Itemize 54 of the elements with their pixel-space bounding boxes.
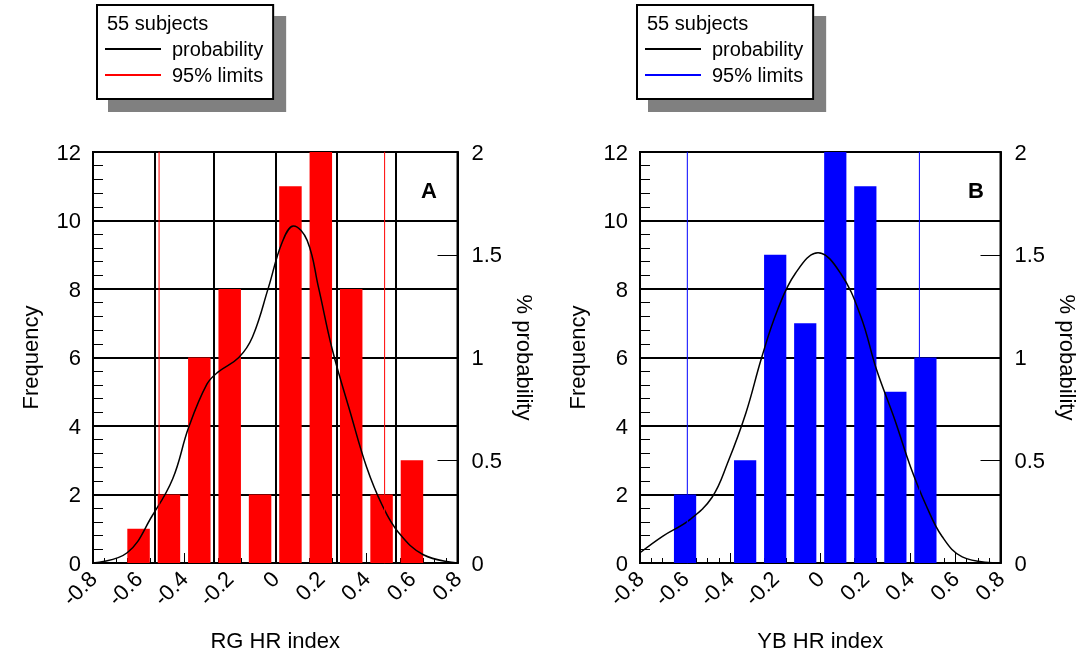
legend-label: probability: [172, 38, 264, 60]
y2-tick-label: 2: [471, 139, 484, 165]
y2-tick-label: 0: [471, 550, 484, 576]
x-tick-label: 0.8: [970, 566, 1010, 606]
x-axis-title: YB HR index: [757, 627, 884, 653]
legend-label: 95% limits: [712, 64, 804, 86]
y2-tick-label: 0.5: [1014, 447, 1046, 473]
y-tick-label: 4: [615, 413, 628, 439]
y-tick-label: 8: [615, 276, 628, 302]
x-tick-label: 0.2: [834, 566, 875, 606]
x-tick-label: 0: [257, 566, 285, 593]
y2-tick-label: 2: [1014, 139, 1027, 165]
y2-tick-label: 1: [1014, 345, 1027, 370]
y-tick-label: 0: [615, 550, 628, 576]
y-tick-label: 10: [56, 208, 81, 233]
x-axis-title: RG HR index: [210, 627, 341, 653]
y-tick-label: 0: [68, 550, 81, 576]
y-tick-label: 12: [603, 139, 628, 165]
y2-tick-label: 1.5: [471, 242, 503, 268]
y-axis-title: Frequency: [564, 305, 590, 410]
x-tick-label: -0.2: [739, 566, 785, 611]
x-tick-label: 0.8: [427, 566, 467, 606]
x-tick-label: -0.4: [694, 566, 739, 611]
text: 55 subjects: [107, 12, 209, 34]
y2-tick-label: 0: [1014, 550, 1027, 576]
x-tick-label: 0.6: [925, 566, 965, 606]
y-tick-label: 6: [615, 345, 628, 370]
x-tick-label: -0.6: [102, 566, 148, 611]
text: B: [968, 177, 984, 203]
y-tick-label: 10: [603, 208, 628, 233]
y-tick-label: 2: [615, 482, 628, 507]
x-tick-label: -0.4: [148, 566, 193, 611]
x-tick-label: 0.6: [381, 566, 421, 606]
legend-label: probability: [712, 38, 804, 60]
y-axis-title: Frequency: [17, 305, 43, 410]
x-tick-label: 0: [802, 566, 830, 593]
x-tick-label: -0.2: [194, 566, 239, 611]
x-tick-label: 0.2: [290, 566, 330, 606]
x-tick-label: 0.4: [879, 566, 920, 606]
y2-tick-label: 1: [471, 345, 484, 370]
y-tick-label: 2: [68, 482, 81, 507]
y2-axis-title: % probability: [511, 294, 537, 421]
legend-label: 95% limits: [172, 64, 264, 86]
y-tick-label: 6: [68, 345, 81, 370]
y-tick-label: 4: [68, 413, 81, 439]
y2-tick-label: 1.5: [1014, 242, 1046, 268]
y2-axis-title: % probability: [1054, 294, 1080, 421]
y-tick-label: 8: [68, 276, 81, 302]
y2-tick-label: 0.5: [471, 447, 503, 473]
text: 55 subjects: [647, 12, 749, 34]
y-tick-label: 12: [56, 139, 81, 165]
text: A: [421, 177, 437, 203]
x-tick-label: -0.6: [649, 566, 694, 611]
x-tick-label: 0.4: [335, 566, 376, 606]
